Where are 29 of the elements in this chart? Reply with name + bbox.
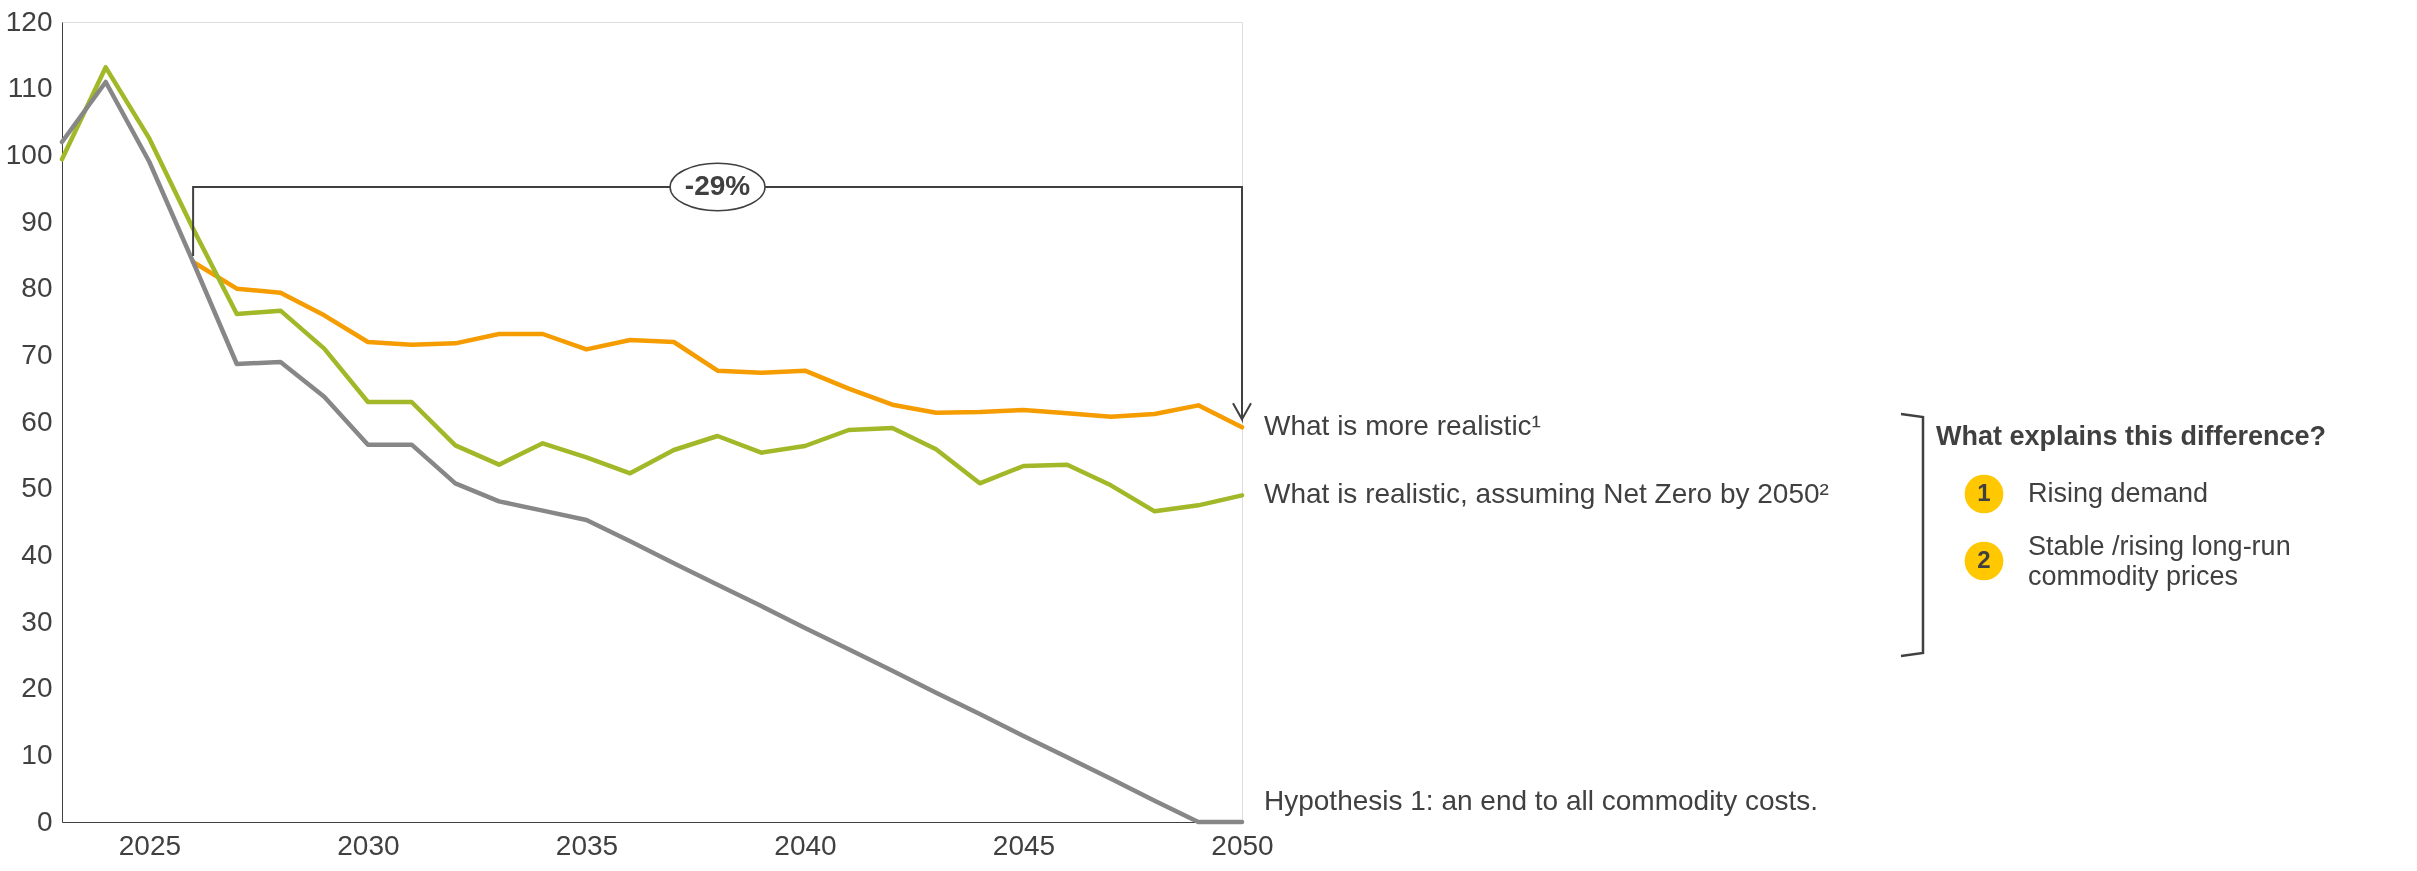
x-tick-label: 2035 [555, 829, 619, 861]
series-label: What is realistic, assuming Net Zero by 2050² [1264, 478, 1829, 510]
text: What explains this difference? [1936, 421, 2327, 451]
y-tick-label: 60 [21, 405, 53, 437]
annotation: -29% [684, 170, 751, 201]
text: 1 [1977, 479, 1991, 506]
y-tick-label: 70 [21, 338, 53, 370]
text: Rising demand [2028, 478, 2209, 508]
series-label: What is more realistic¹ [1264, 410, 1541, 442]
y-tick-label: 100 [5, 138, 53, 170]
x-tick-label: 2030 [337, 829, 400, 861]
x-tick-label: 2025 [118, 829, 182, 861]
y-tick-label: 80 [21, 272, 53, 304]
y-tick-label: 0 [36, 805, 53, 837]
y-tick-label: 10 [21, 738, 53, 770]
y-tick-label: 30 [21, 605, 53, 637]
y-tick-label: 40 [21, 538, 53, 570]
y-tick-label: 90 [21, 205, 53, 237]
y-tick-label: 120 [5, 5, 53, 37]
text: 2 [1977, 546, 1991, 573]
line-series [59, 65, 1245, 514]
series-label: Hypothesis 1: an end to all commodity costs. [1264, 785, 1819, 816]
text: Stable /rising long-run commodity prices [2028, 531, 2291, 591]
y-tick-label: 20 [21, 672, 53, 704]
y-tick-label: 50 [21, 472, 53, 504]
x-tick-label: 2050 [1211, 829, 1274, 861]
y-tick-label: 110 [7, 72, 53, 104]
x-tick-label: 2040 [774, 829, 837, 861]
x-tick-label: 2045 [992, 829, 1056, 861]
